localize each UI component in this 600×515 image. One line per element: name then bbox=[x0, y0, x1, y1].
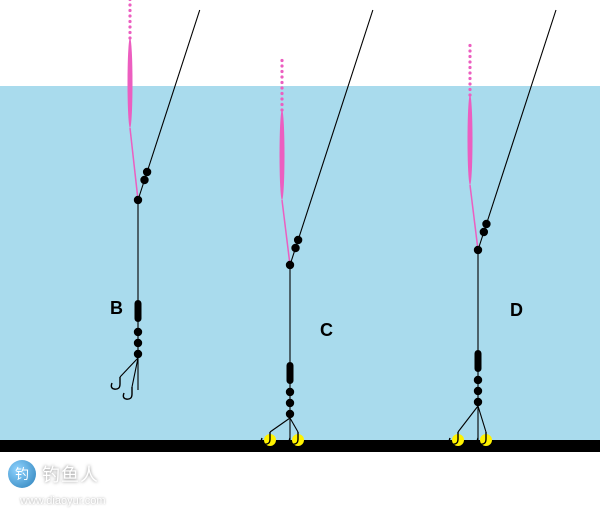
float-tip-dot bbox=[468, 44, 471, 47]
rig-D bbox=[449, 10, 556, 446]
float-stem bbox=[130, 128, 138, 200]
stopper-bead bbox=[143, 168, 151, 176]
sinker bbox=[135, 300, 142, 322]
float-tip-dot bbox=[128, 31, 131, 34]
hook-leader bbox=[270, 418, 290, 432]
rigs-layer bbox=[0, 0, 600, 515]
watermark: 钓 钓鱼人 BETA bbox=[8, 460, 125, 488]
stopper-bead bbox=[134, 350, 142, 358]
label-d: D bbox=[510, 300, 523, 321]
float-tip-dot bbox=[468, 49, 471, 52]
main-line bbox=[290, 10, 373, 265]
float-tip-dot bbox=[128, 0, 131, 1]
watermark-logo-icon: 钓 bbox=[8, 460, 36, 488]
float-tip-dot bbox=[280, 86, 283, 89]
stopper-bead bbox=[286, 399, 294, 407]
float-tip-dot bbox=[280, 92, 283, 95]
stopper-bead bbox=[474, 398, 482, 406]
stopper-bead bbox=[140, 176, 148, 184]
stopper-bead bbox=[134, 339, 142, 347]
float-body bbox=[280, 110, 285, 200]
float-body bbox=[128, 38, 133, 128]
stopper-bead bbox=[291, 244, 299, 252]
float-tip-dot bbox=[128, 14, 131, 17]
stopper-bead bbox=[474, 387, 482, 395]
float-tip-dot bbox=[468, 66, 471, 69]
hook-icon bbox=[111, 377, 120, 389]
stopper-bead bbox=[286, 261, 294, 269]
float-tip-dot bbox=[128, 3, 131, 6]
label-b: B bbox=[110, 298, 123, 319]
hook-leader bbox=[458, 406, 478, 432]
float-stem bbox=[470, 185, 478, 250]
float-stem bbox=[282, 200, 290, 265]
stopper-bead bbox=[482, 220, 490, 228]
main-line bbox=[478, 10, 556, 250]
stopper-bead bbox=[480, 228, 488, 236]
float-tip-dot bbox=[468, 55, 471, 58]
float-tip-dot bbox=[280, 59, 283, 62]
float-tip-dot bbox=[128, 20, 131, 23]
hook-icon bbox=[123, 387, 132, 399]
float-tip-dot bbox=[280, 97, 283, 100]
hook-leader bbox=[478, 406, 486, 432]
float-tip-dot bbox=[280, 64, 283, 67]
float-tip-dot bbox=[468, 71, 471, 74]
float-tip-dot bbox=[468, 77, 471, 80]
watermark-brand: 钓鱼人 bbox=[42, 461, 99, 487]
rig-C bbox=[261, 10, 373, 446]
stopper-bead bbox=[286, 388, 294, 396]
stopper-bead bbox=[134, 328, 142, 336]
watermark-beta: BETA bbox=[105, 462, 125, 471]
stopper-bead bbox=[474, 246, 482, 254]
stopper-bead bbox=[294, 236, 302, 244]
float-tip-dot bbox=[280, 103, 283, 106]
rig-B bbox=[111, 0, 199, 399]
float-tip-dot bbox=[280, 81, 283, 84]
diagram-stage: B C D 钓 钓鱼人 BETA www.diaoyur.com bbox=[0, 0, 600, 515]
label-c: C bbox=[320, 320, 333, 341]
float-body bbox=[468, 95, 473, 185]
float-tip-dot bbox=[128, 25, 131, 28]
stopper-bead bbox=[474, 376, 482, 384]
float-tip-dot bbox=[128, 9, 131, 12]
sinker bbox=[287, 362, 294, 384]
hook-leader bbox=[132, 358, 138, 387]
watermark-site: www.diaoyur.com bbox=[20, 495, 106, 507]
float-tip-dot bbox=[280, 70, 283, 73]
hook-leader bbox=[120, 358, 138, 377]
stopper-bead bbox=[286, 410, 294, 418]
float-tip-dot bbox=[468, 82, 471, 85]
sinker bbox=[475, 350, 482, 372]
hook-leader bbox=[290, 418, 298, 432]
float-tip-dot bbox=[468, 88, 471, 91]
float-tip-dot bbox=[280, 75, 283, 78]
float-tip-dot bbox=[468, 60, 471, 63]
stopper-bead bbox=[134, 196, 142, 204]
